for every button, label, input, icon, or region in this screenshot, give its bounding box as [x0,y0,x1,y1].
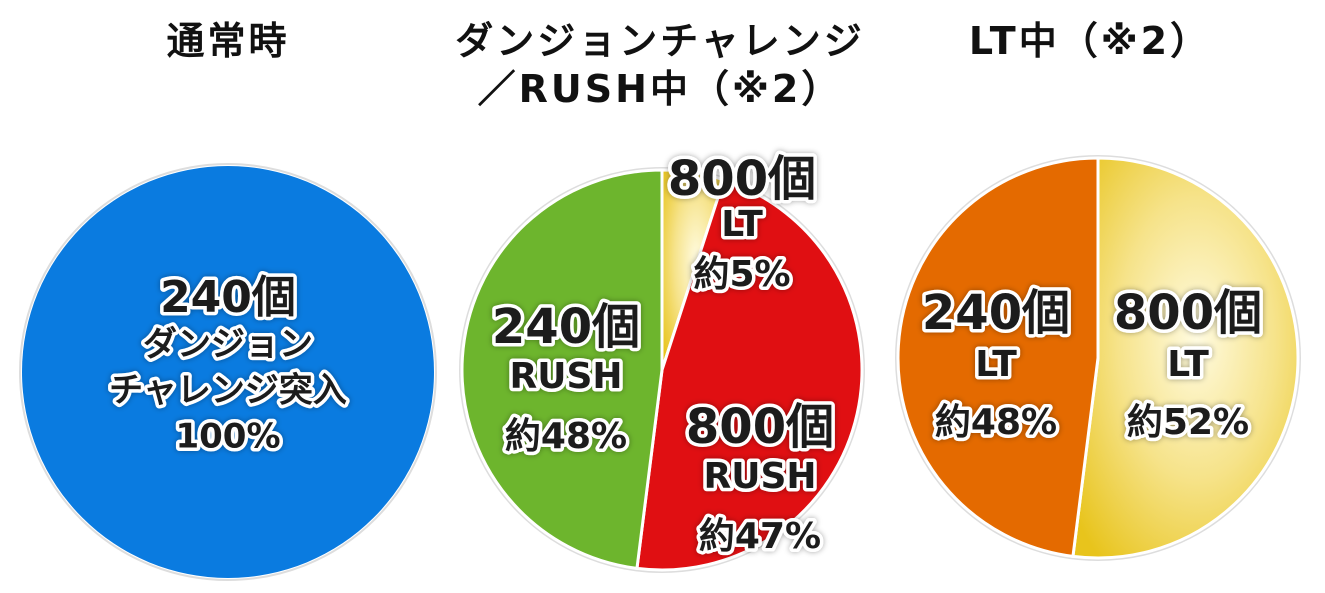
chart-title-dungeon-line2: ／RUSH中（※2） [477,67,843,111]
slice-label-2-0-1: LT [1167,344,1209,385]
slice-label-0-0-0: 240個 [160,272,296,323]
slice-label-1-0-0: 800個 [668,151,816,207]
pie-slice-1-1 [635,177,864,572]
chart-title-normal: 通常時 [166,19,290,63]
slice-label-1-1-0: 800個 [686,399,834,455]
slice-label-2-1-1: LT [975,344,1017,385]
slice-label-1-1-2: 約47% [699,516,821,557]
slice-label-0-0-3: 100% [175,417,280,457]
slice-label-2-0-2: 約52% [1127,402,1249,443]
pie-slice-1-2 [460,168,664,571]
slice-label-1-2-2: 約48% [505,416,627,457]
slice-label-1-0-1: LT [721,204,763,245]
pie-slice-2-0 [1071,156,1300,560]
slice-label-1-2-0: 240個 [492,299,640,355]
slice-label-2-1-2: 約48% [935,402,1057,443]
chart-title-dungeon: ダンジョンチャレンジ [455,19,865,63]
pie-slice-0-0 [22,166,434,578]
slice-label-2-0-0: 800個 [1114,285,1262,341]
slice-label-0-0-2: チャレンジ突入 [109,371,347,411]
slice-label-1-0-2: 約5% [693,254,790,295]
chart-title-lt: LT中（※2） [968,19,1212,63]
pie-slice-2-1 [896,156,1100,559]
slice-label-2-1-0: 240個 [922,285,1070,341]
slice-label-1-1-1: RUSH [703,456,816,497]
slice-label-0-0-1: ダンジョン [143,325,313,365]
slice-label-1-2-1: RUSH [509,356,622,397]
